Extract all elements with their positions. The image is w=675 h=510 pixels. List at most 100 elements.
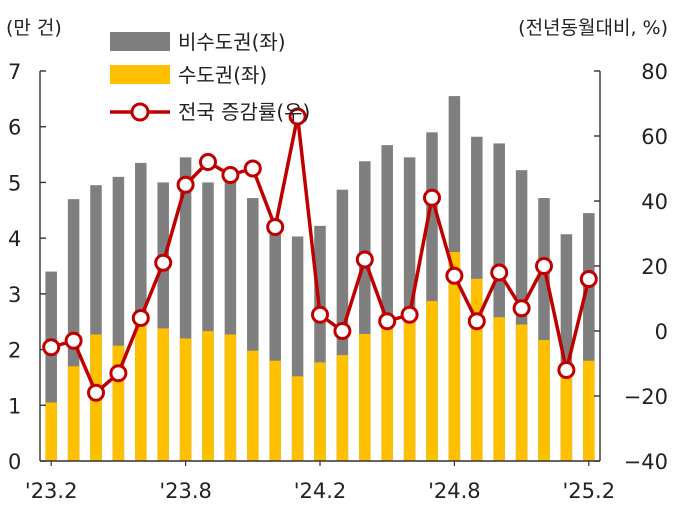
- bar-metro: [448, 252, 461, 461]
- bar-metro: [583, 360, 595, 461]
- bar-metro: [291, 376, 304, 461]
- bar-metro: [269, 360, 281, 461]
- growth-point: [467, 312, 486, 331]
- left-tick-label: 4: [8, 227, 21, 251]
- bar-metro: [538, 340, 550, 461]
- growth-point: [333, 322, 352, 340]
- legend-label-nonmetro: 비수도권(좌): [178, 30, 286, 54]
- growth-point: [355, 250, 374, 269]
- growth-point: [176, 175, 195, 194]
- x-tick-label: '24.2: [294, 479, 347, 503]
- left-tick-label: 7: [8, 60, 21, 84]
- right-axis-unit: (전년동월대비, %): [518, 17, 668, 39]
- bar-metro: [157, 328, 169, 461]
- right-tick-label: 0: [655, 320, 668, 344]
- bar-nonmetro: [560, 234, 573, 461]
- growth-point: [400, 305, 419, 324]
- growth-point: [423, 188, 441, 207]
- right-tick-label: −40: [624, 450, 668, 474]
- growth-point: [42, 338, 61, 357]
- bar-nonmetro: [45, 271, 57, 461]
- bar-nonmetro: [90, 185, 102, 461]
- bar-nonmetro: [112, 176, 125, 461]
- growth-point: [221, 166, 240, 184]
- growth-point: [311, 305, 329, 324]
- right-tick-label: 60: [641, 125, 668, 149]
- legend-label-growth: 전국 증감률(우): [178, 100, 310, 124]
- left-tick-label: 6: [8, 116, 21, 140]
- bar-nonmetro: [538, 198, 550, 461]
- bar-metro: [426, 301, 438, 461]
- bar-metro: [224, 334, 237, 461]
- right-tick-label: 80: [641, 60, 668, 84]
- bar-metro: [359, 333, 371, 461]
- x-tick-label: '25.2: [563, 479, 616, 503]
- bar-metro: [515, 324, 528, 461]
- bar-metro: [381, 328, 393, 461]
- left-tick-label: 2: [8, 339, 21, 363]
- growth-point: [288, 107, 307, 126]
- growth-point: [557, 361, 576, 379]
- bar-nonmetro: [224, 179, 237, 461]
- bar-nonmetro: [493, 143, 505, 461]
- right-tick-label: 20: [641, 255, 668, 279]
- growth-point: [378, 312, 397, 331]
- bar-metro: [314, 362, 326, 461]
- tick-labels: 0 1 2 3 4 5 6 7 −40 −20 0 20 40 60 80 '23.2 '23.8 '24.2 '2…: [8, 60, 668, 503]
- bar-metro: [403, 318, 416, 461]
- bar-nonmetro: [291, 236, 304, 461]
- x-tick-label: '23.8: [159, 479, 212, 503]
- growth-point: [535, 257, 553, 275]
- growth-point: [490, 263, 509, 282]
- legend: 비수도권(좌) 수도권(좌) 전국 증감률(우): [110, 30, 310, 124]
- left-tick-label: 3: [8, 283, 21, 307]
- bar-metro: [202, 331, 214, 461]
- bar-nonmetro: [67, 199, 80, 461]
- growth-point: [87, 383, 105, 402]
- bar-nonmetro: [359, 161, 371, 461]
- legend-marker-growth: [130, 102, 150, 122]
- x-tick-label: '24.8: [428, 479, 481, 503]
- growth-point: [131, 309, 150, 327]
- growth-point: [445, 266, 464, 285]
- bar-nonmetro: [247, 198, 259, 461]
- growth-line-series: [42, 107, 598, 402]
- bar-nonmetro: [202, 182, 214, 461]
- growth-point: [512, 299, 531, 318]
- growth-point: [154, 253, 173, 272]
- legend-swatch-metro: [110, 65, 170, 84]
- bar-metro: [247, 350, 259, 461]
- right-tick-label: 40: [641, 190, 668, 214]
- left-tick-label: 0: [8, 450, 21, 474]
- metro-bars: [45, 252, 595, 461]
- bar-metro: [179, 338, 192, 461]
- growth-point: [199, 153, 217, 171]
- legend-label-metro: 수도권(좌): [178, 63, 267, 87]
- right-tick-label: −20: [624, 385, 668, 409]
- growth-point: [109, 364, 128, 383]
- bar-nonmetro: [426, 132, 438, 462]
- bar-metro: [471, 278, 483, 461]
- left-tick-label: 1: [8, 394, 21, 418]
- growth-point: [64, 331, 83, 350]
- growth-point: [579, 270, 598, 288]
- bar-metro: [493, 317, 505, 461]
- bar-metro: [560, 364, 573, 461]
- growth-point: [243, 159, 262, 178]
- axes: [39, 70, 601, 466]
- bar-nonmetro: [157, 182, 169, 461]
- bar-metro: [336, 355, 349, 461]
- growth-point: [266, 218, 285, 236]
- bar-nonmetro: [583, 213, 595, 461]
- bar-nonmetro: [269, 232, 281, 461]
- bar-metro: [67, 366, 80, 461]
- left-tick-label: 5: [8, 171, 21, 195]
- bar-metro: [45, 402, 57, 461]
- bar-metro: [112, 345, 125, 461]
- bar-nonmetro: [381, 145, 393, 461]
- left-axis-unit: (만 건): [6, 17, 62, 39]
- legend-swatch-nonmetro: [110, 32, 170, 51]
- bar-nonmetro: [179, 157, 192, 461]
- bar-metro: [135, 316, 147, 461]
